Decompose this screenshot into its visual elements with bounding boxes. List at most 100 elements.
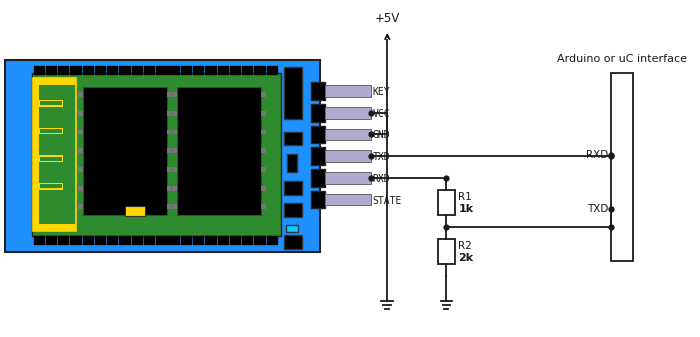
Bar bbox=[218, 66, 228, 74]
Bar bbox=[39, 155, 63, 162]
Bar bbox=[218, 236, 228, 244]
Bar bbox=[312, 191, 326, 208]
Text: KEY: KEY bbox=[372, 87, 390, 97]
Bar bbox=[172, 205, 177, 209]
Bar bbox=[261, 148, 266, 153]
Bar bbox=[286, 225, 298, 232]
Text: TXD: TXD bbox=[372, 152, 390, 162]
Bar bbox=[39, 100, 63, 107]
Bar bbox=[58, 236, 69, 244]
Bar bbox=[125, 207, 145, 216]
Bar bbox=[177, 87, 261, 215]
Bar bbox=[167, 92, 172, 97]
Bar bbox=[70, 66, 80, 74]
Bar bbox=[205, 66, 216, 74]
Bar bbox=[34, 66, 44, 74]
Bar bbox=[78, 111, 83, 116]
Bar bbox=[78, 186, 83, 191]
Bar bbox=[167, 186, 172, 191]
Text: 2k: 2k bbox=[458, 253, 473, 263]
Bar bbox=[312, 126, 326, 143]
Bar bbox=[70, 236, 80, 244]
Bar bbox=[326, 194, 370, 206]
Bar bbox=[46, 236, 56, 244]
Bar bbox=[326, 150, 370, 162]
Bar bbox=[167, 148, 172, 153]
Text: TXD: TXD bbox=[587, 205, 608, 214]
Bar bbox=[172, 148, 177, 153]
Bar bbox=[167, 167, 172, 172]
Bar bbox=[326, 85, 370, 97]
Text: R2: R2 bbox=[458, 241, 472, 251]
Bar bbox=[144, 66, 154, 74]
Bar bbox=[438, 190, 455, 215]
Bar bbox=[34, 236, 44, 244]
Bar bbox=[438, 240, 455, 264]
Bar bbox=[78, 205, 83, 209]
Bar bbox=[267, 66, 277, 74]
Bar bbox=[261, 92, 266, 97]
Bar bbox=[83, 87, 167, 215]
Bar bbox=[107, 66, 118, 74]
Bar bbox=[78, 129, 83, 134]
Text: R1: R1 bbox=[458, 192, 472, 202]
Bar bbox=[120, 66, 130, 74]
Bar bbox=[32, 224, 76, 231]
Bar bbox=[261, 111, 266, 116]
Bar bbox=[5, 60, 321, 252]
Bar bbox=[261, 167, 266, 172]
Bar bbox=[230, 236, 240, 244]
Bar bbox=[120, 236, 130, 244]
Bar bbox=[41, 157, 62, 161]
Bar bbox=[242, 66, 253, 74]
Bar bbox=[169, 66, 178, 74]
Bar bbox=[107, 236, 118, 244]
Bar bbox=[167, 129, 172, 134]
Bar bbox=[326, 172, 370, 184]
Bar bbox=[167, 205, 172, 209]
Text: RXD: RXD bbox=[586, 150, 608, 160]
Bar bbox=[254, 236, 265, 244]
Bar bbox=[78, 148, 83, 153]
Bar bbox=[172, 111, 177, 116]
Bar bbox=[41, 101, 62, 105]
Bar bbox=[172, 129, 177, 134]
Bar bbox=[611, 73, 633, 261]
Bar bbox=[132, 66, 142, 74]
Bar bbox=[78, 167, 83, 172]
Bar bbox=[261, 186, 266, 191]
Bar bbox=[78, 92, 83, 97]
Bar bbox=[267, 236, 277, 244]
Bar bbox=[242, 236, 253, 244]
Text: RXD: RXD bbox=[372, 174, 390, 184]
Bar bbox=[39, 128, 63, 134]
Bar bbox=[167, 111, 172, 116]
Bar bbox=[312, 147, 326, 165]
Bar bbox=[58, 66, 69, 74]
Bar bbox=[83, 236, 93, 244]
Bar bbox=[261, 129, 266, 134]
Bar bbox=[41, 129, 62, 133]
Text: GND: GND bbox=[372, 130, 390, 141]
Bar bbox=[193, 66, 203, 74]
Bar bbox=[284, 204, 302, 217]
Bar bbox=[172, 186, 177, 191]
Bar bbox=[284, 235, 302, 249]
Text: Arduino or uC interface: Arduino or uC interface bbox=[557, 54, 687, 64]
Bar bbox=[32, 73, 281, 236]
Bar bbox=[169, 236, 178, 244]
Bar bbox=[326, 107, 370, 119]
Bar bbox=[156, 236, 167, 244]
Bar bbox=[284, 67, 302, 119]
Bar bbox=[284, 181, 302, 194]
Bar bbox=[156, 66, 167, 74]
Bar bbox=[181, 66, 191, 74]
Bar bbox=[284, 131, 302, 145]
Text: VCC: VCC bbox=[372, 109, 390, 119]
Bar bbox=[32, 78, 76, 231]
Bar bbox=[181, 236, 191, 244]
Bar bbox=[83, 66, 93, 74]
Bar bbox=[46, 66, 56, 74]
Bar bbox=[95, 66, 105, 74]
Text: 1k: 1k bbox=[458, 204, 473, 214]
